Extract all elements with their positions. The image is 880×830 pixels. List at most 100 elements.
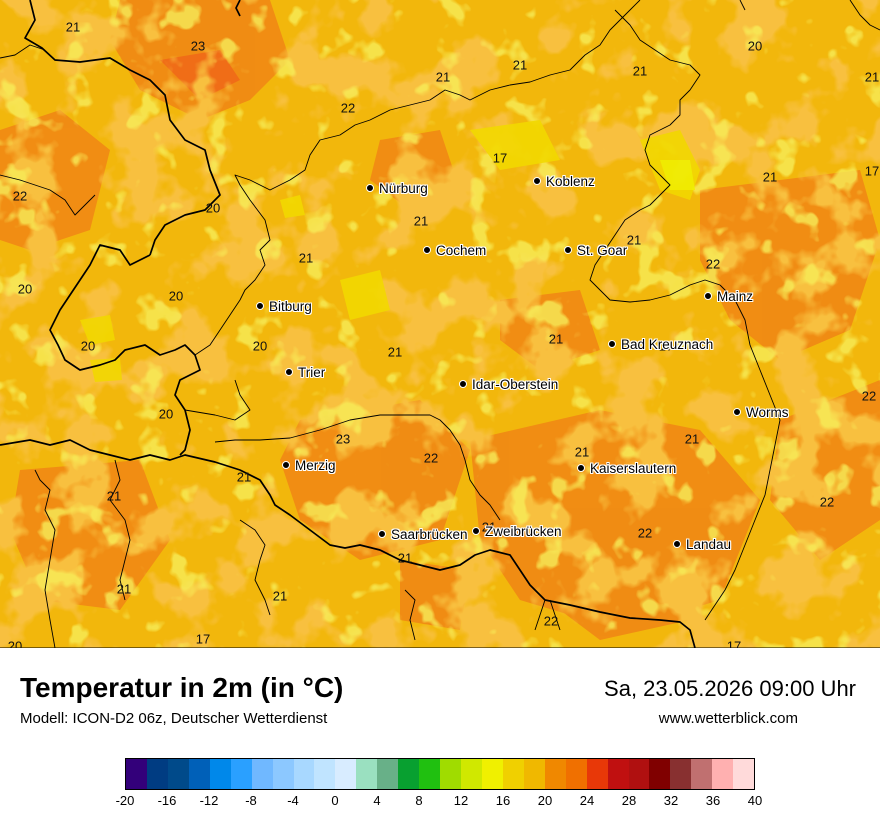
city-dot-icon bbox=[423, 246, 431, 255]
temperature-value: 21 bbox=[626, 232, 642, 248]
colorbar-tick-label: -20 bbox=[115, 793, 135, 808]
temperature-value: 21 bbox=[574, 444, 590, 460]
colorbar-step bbox=[314, 759, 336, 789]
website-link[interactable]: www.wetterblick.com bbox=[658, 710, 798, 727]
temperature-value: 17 bbox=[658, 338, 674, 354]
city-name: Zweibrücken bbox=[485, 524, 562, 539]
temperature-value: 23 bbox=[335, 431, 351, 447]
city-name: Cochem bbox=[436, 243, 487, 258]
map-title: Temperatur in 2m (in °C) bbox=[20, 672, 344, 703]
temperature-value: 21 bbox=[236, 469, 252, 485]
colorbar-step bbox=[628, 759, 650, 789]
city-name: Saarbrücken bbox=[391, 527, 468, 542]
colorbar-step bbox=[544, 759, 566, 789]
colorbar-tick-label: -16 bbox=[157, 793, 177, 808]
city-marker: St. Goar bbox=[564, 243, 627, 258]
colorbar-step bbox=[523, 759, 545, 789]
city-marker: Saarbrücken bbox=[378, 527, 468, 542]
temperature-value: 21 bbox=[106, 488, 122, 504]
colorbar-step bbox=[272, 759, 294, 789]
temperature-value: 20 bbox=[158, 406, 174, 422]
city-dot-icon bbox=[533, 177, 541, 186]
colorbar-step bbox=[377, 759, 399, 789]
temperature-value: 22 bbox=[423, 450, 439, 466]
temperature-value: 22 bbox=[861, 388, 877, 404]
city-name: Trier bbox=[298, 365, 326, 380]
colorbar-step bbox=[126, 759, 147, 789]
colorbar-tick-label: 24 bbox=[579, 793, 595, 808]
temperature-value: 21 bbox=[116, 581, 132, 597]
temperature-value: 22 bbox=[12, 188, 28, 204]
temperature-value: 21 bbox=[413, 213, 429, 229]
colorbar-step bbox=[607, 759, 629, 789]
city-marker: Idar-Oberstein bbox=[459, 377, 558, 392]
city-marker: Bad Kreuznach bbox=[608, 337, 713, 352]
city-dot-icon bbox=[256, 302, 264, 311]
colorbar-step bbox=[293, 759, 315, 789]
city-marker: Zweibrücken bbox=[472, 524, 562, 539]
colorbar-step bbox=[335, 759, 357, 789]
city-dot-icon bbox=[459, 380, 467, 389]
city-dot-icon bbox=[282, 461, 290, 470]
temperature-value: 22 bbox=[340, 100, 356, 116]
city-dot-icon bbox=[564, 246, 572, 255]
forecast-datetime: Sa, 23.05.2026 09:00 Uhr bbox=[604, 676, 856, 701]
city-name: Mainz bbox=[717, 289, 754, 304]
city-name: Bad Kreuznach bbox=[621, 337, 714, 352]
city-dot-icon bbox=[472, 527, 480, 536]
colorbar-tick-label: 20 bbox=[537, 793, 553, 808]
city-marker: Cochem bbox=[423, 243, 486, 258]
city-marker: Bitburg bbox=[256, 299, 312, 314]
temperature-value: 17 bbox=[195, 631, 211, 647]
temperature-value: 20 bbox=[80, 338, 96, 354]
city-marker: Landau bbox=[673, 537, 731, 552]
colorbar-tick-label: 28 bbox=[621, 793, 637, 808]
colorbar-step bbox=[356, 759, 378, 789]
colorbar-tick-label: 4 bbox=[373, 793, 381, 808]
temperature-value: 21 bbox=[65, 19, 81, 35]
city-name: Landau bbox=[686, 537, 732, 552]
city-marker: Kaiserslautern bbox=[577, 461, 676, 476]
city-dot-icon bbox=[378, 530, 386, 539]
temperature-value: 22 bbox=[705, 256, 721, 272]
temperature-value: 22 bbox=[637, 525, 653, 541]
city-marker: Trier bbox=[285, 365, 325, 380]
city-name: Bitburg bbox=[269, 299, 312, 314]
colorbar-tick-label: -8 bbox=[245, 793, 257, 808]
temperature-value: 21 bbox=[397, 550, 413, 566]
temperature-colorbar bbox=[125, 758, 755, 790]
city-marker: Worms bbox=[733, 405, 789, 420]
city-dot-icon bbox=[733, 408, 741, 417]
city-marker: Mainz bbox=[704, 289, 753, 304]
colorbar-step bbox=[398, 759, 420, 789]
colorbar-tick-label: 40 bbox=[747, 793, 763, 808]
city-dot-icon bbox=[608, 340, 616, 349]
temperature-map: 21 23 20 21 21 21 21 22 17 21 17 22 20 21 21 21 22 20 20 21… bbox=[0, 0, 880, 648]
temperature-value: 21 bbox=[387, 344, 403, 360]
city-dot-icon bbox=[366, 184, 374, 193]
colorbar-ticks: -20 -16 -12 -8 -4 0 4 8 12 16 20 24 28 32 36 40 bbox=[116, 793, 763, 813]
city-dot-icon bbox=[285, 368, 293, 377]
colorbar-step bbox=[565, 759, 587, 789]
temperature-field bbox=[0, 0, 880, 648]
temperature-value: 21 bbox=[481, 519, 497, 535]
colorbar-step bbox=[712, 759, 734, 789]
colorbar-step bbox=[649, 759, 671, 789]
temperature-value: 21 bbox=[864, 69, 880, 85]
colorbar-step bbox=[440, 759, 461, 789]
temperature-value: 20 bbox=[7, 638, 23, 649]
colorbar-step bbox=[502, 759, 524, 789]
temperature-value: 20 bbox=[17, 281, 33, 297]
colorbar-step bbox=[461, 759, 482, 789]
city-name: St. Goar bbox=[577, 243, 628, 258]
temperature-value: 20 bbox=[205, 200, 221, 216]
city-name: Worms bbox=[746, 405, 789, 420]
colorbar-tick-label: 0 bbox=[331, 793, 339, 808]
city-name: Idar-Oberstein bbox=[472, 377, 559, 392]
colorbar-step bbox=[230, 759, 252, 789]
colorbar-step bbox=[733, 759, 755, 789]
temperature-value: 17 bbox=[864, 163, 880, 179]
colorbar-tick-label: 32 bbox=[663, 793, 679, 808]
city-name: Merzig bbox=[295, 458, 336, 473]
colorbar-step bbox=[419, 759, 441, 789]
